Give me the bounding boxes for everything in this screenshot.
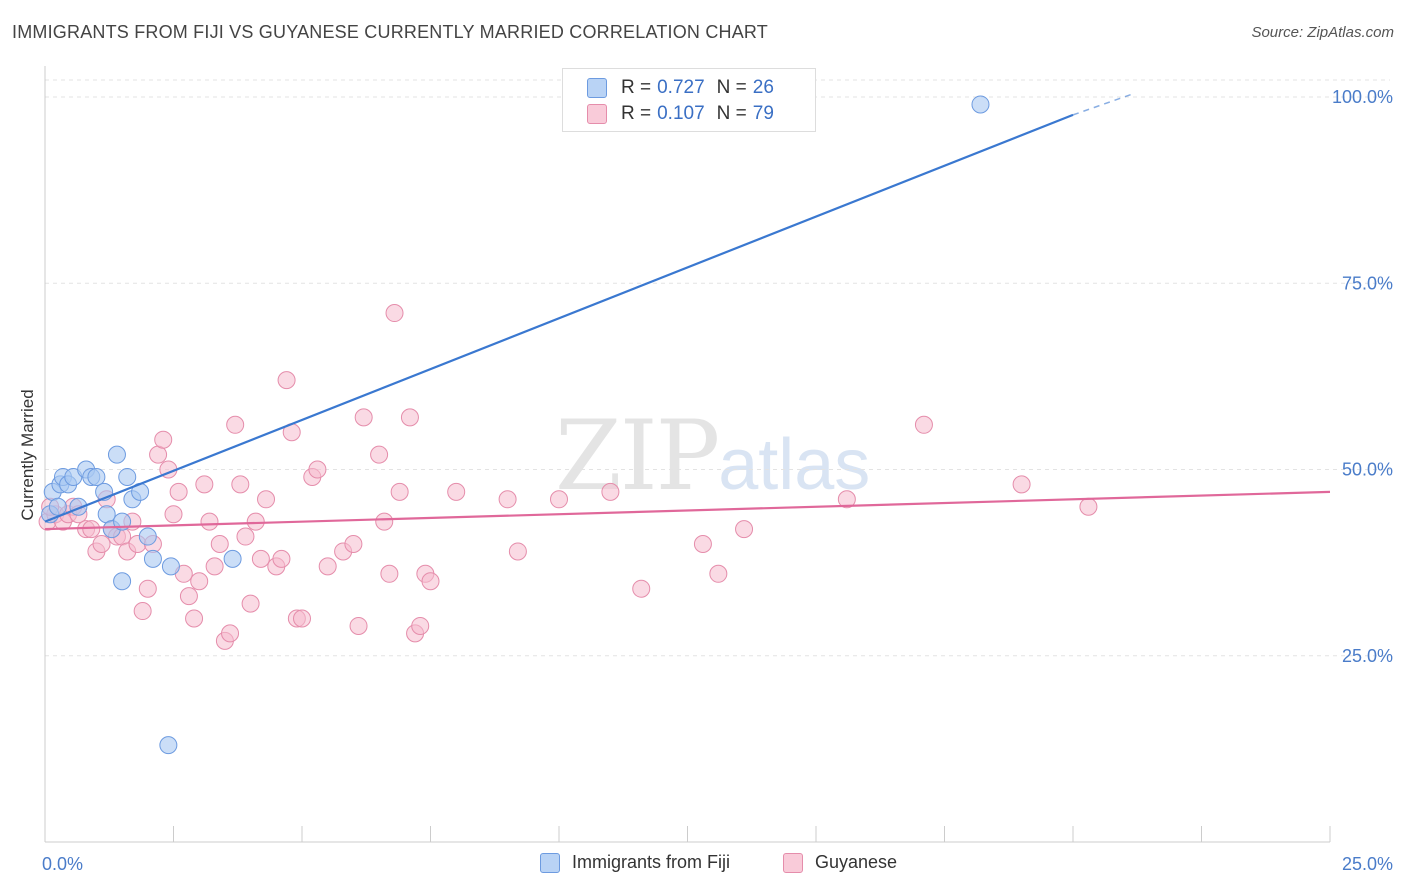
guyanese-point (221, 624, 240, 643)
guyanese-point (550, 490, 568, 509)
guyanese-point (370, 445, 389, 464)
guyanese-point (164, 505, 183, 524)
fiji-point (113, 572, 132, 591)
legend-row-fiji: R = 0.727 N = 26 (587, 76, 774, 100)
guyanese-point (133, 602, 152, 621)
guyanese-point (92, 535, 111, 553)
fiji-point (159, 736, 178, 755)
watermark-zip: ZIP (555, 400, 720, 512)
guyanese-point (195, 475, 214, 494)
guyanese-point (914, 415, 933, 434)
guyanese-point (210, 535, 229, 553)
guyanese-point (411, 616, 430, 635)
guyanese-point (251, 549, 270, 568)
guyanese-point (1012, 475, 1031, 494)
legend-n-value-guyanese: 79 (752, 103, 774, 124)
fiji-point (118, 467, 137, 486)
guyanese-point (390, 482, 409, 501)
guyanese-point (190, 572, 209, 591)
guyanese-point (344, 535, 363, 553)
guyanese-point (349, 616, 368, 635)
x-tick-label: 25.0% (1342, 854, 1393, 874)
x-tick-label: 0.0% (42, 854, 83, 874)
guyanese-point (185, 609, 204, 628)
guyanese-point (293, 609, 311, 628)
legend-n-label: N = (716, 77, 747, 98)
fiji-trend-line (44, 113, 1074, 523)
series-legend: Immigrants from Fiji Guyanese (0, 852, 1406, 878)
y-tick-label: 100.0% (1332, 87, 1393, 107)
legend-r-value-fiji: 0.727 (657, 77, 705, 98)
guyanese-point (709, 564, 728, 583)
legend-r-value-guyanese: 0.107 (657, 103, 705, 124)
guyanese-point (179, 587, 198, 606)
chart-title: IMMIGRANTS FROM FIJI VS GUYANESE CURRENT… (12, 22, 769, 42)
series-label-guyanese: Guyanese (815, 852, 898, 872)
guyanese-point (277, 371, 296, 390)
y-tick-label: 50.0% (1342, 460, 1393, 480)
guyanese-point (380, 564, 399, 583)
guyanese-point (400, 408, 419, 427)
guyanese-point (1079, 497, 1098, 516)
fiji-point (107, 445, 126, 464)
guyanese-point (226, 415, 245, 434)
guyanese-point (231, 475, 250, 494)
guyanese-point (693, 535, 712, 553)
guyanese-point (138, 579, 157, 598)
watermark: ZIPatlas (555, 400, 870, 512)
fiji-point (138, 527, 157, 546)
guyanese-point (385, 304, 404, 323)
guyanese-point (318, 557, 337, 576)
series-swatch-fiji (540, 852, 560, 873)
legend-r-label: R = (621, 103, 652, 124)
guyanese-point (82, 520, 101, 539)
series-legend-fiji: Immigrants from Fiji (540, 852, 730, 873)
guyanese-point (508, 542, 527, 561)
guyanese-point (272, 549, 291, 568)
series-legend-guyanese: Guyanese (783, 852, 897, 873)
fiji-point (87, 467, 106, 486)
fiji-point (48, 497, 67, 516)
series-label-fiji: Immigrants from Fiji (572, 852, 731, 872)
guyanese-point (375, 512, 394, 531)
y-tick-label: 75.0% (1342, 273, 1393, 293)
guyanese-point (447, 482, 466, 501)
guyanese-point (632, 579, 651, 598)
guyanese-point (169, 482, 188, 501)
y-tick-label: 25.0% (1342, 646, 1393, 666)
guyanese-point (308, 460, 327, 479)
series-swatch-guyanese (783, 852, 803, 873)
chart-source: Source: ZipAtlas.com (1251, 24, 1394, 41)
guyanese-point (241, 594, 260, 613)
guyanese-point (735, 520, 754, 539)
guyanese-point (354, 408, 373, 427)
legend-n-label: N = (716, 103, 747, 124)
guyanese-trend-line (44, 490, 1331, 531)
legend-swatch-guyanese (587, 104, 607, 124)
stats-legend: R = 0.727 N = 26 R = 0.107 N = 79 (562, 68, 816, 132)
guyanese-point (421, 572, 440, 591)
guyanese-point (837, 490, 856, 509)
guyanese-point (200, 512, 219, 531)
fiji-point (971, 95, 990, 114)
guyanese-point (498, 490, 517, 509)
fiji-point (161, 557, 180, 576)
legend-swatch-fiji (587, 78, 607, 98)
guyanese-point (601, 482, 620, 501)
legend-n-value-fiji: 26 (752, 77, 774, 98)
guyanese-point (246, 512, 265, 531)
guyanese-point (236, 527, 255, 546)
legend-row-guyanese: R = 0.107 N = 79 (587, 102, 774, 126)
fiji-point (223, 549, 242, 568)
legend-r-label: R = (621, 77, 652, 98)
guyanese-point (205, 557, 224, 576)
fiji-point (143, 549, 162, 568)
guyanese-point (154, 430, 173, 449)
guyanese-point (257, 490, 276, 509)
